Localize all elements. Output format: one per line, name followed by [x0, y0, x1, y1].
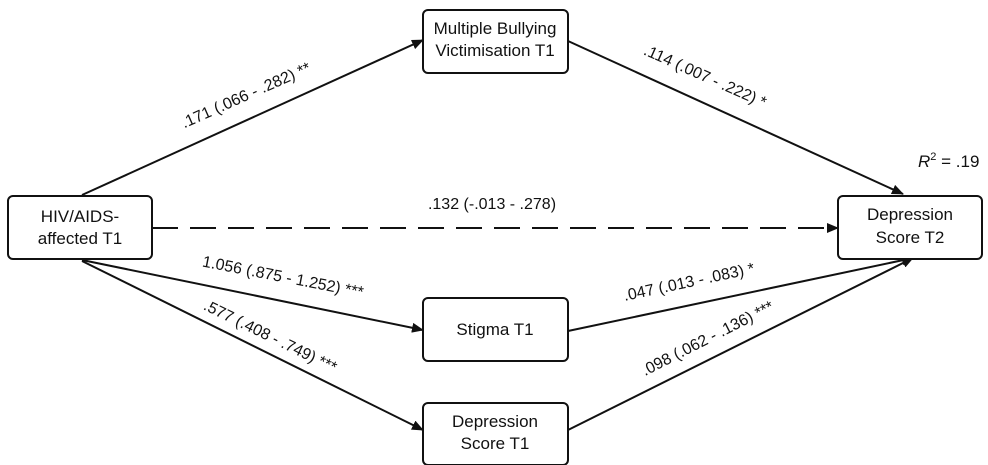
arrow-stigma-to-depression-t2: [567, 255, 914, 332]
edge-label-hiv-to-stigma: 1.056 (.875 - 1.252) ***: [201, 254, 365, 302]
arrow-hiv-to-bullying: [81, 39, 424, 196]
r-symbol: R: [918, 152, 930, 171]
node-depression-score-t2: Depression Score T2: [837, 195, 983, 260]
node-label-line: Victimisation T1: [435, 41, 554, 60]
node-label-line: Depression: [452, 412, 538, 431]
edge-label-bullying-to-depression-t2: .114 (.007 - .222) *: [641, 42, 769, 111]
arrow-hiv-to-depression-t1: [81, 260, 424, 431]
r-squared-value: = .19: [936, 152, 979, 171]
node-label-line: Stigma T1: [456, 320, 533, 339]
node-label-line: Score T1: [461, 434, 530, 453]
edge-label-hiv-to-depression-t2: .132 (-.013 - .278): [428, 196, 556, 213]
node-stigma-t1: Stigma T1: [422, 297, 569, 362]
node-label-line: Depression: [867, 205, 953, 224]
node-label-line: HIV/AIDS-: [41, 207, 119, 226]
node-label-line: Score T2: [876, 228, 945, 247]
arrow-bullying-to-depression-t2: [567, 40, 904, 195]
node-label-line: Multiple Bullying: [434, 19, 557, 38]
arrow-hiv-to-stigma: [81, 259, 424, 333]
r-squared-label: R2 = .19: [918, 151, 979, 171]
node-hiv-affected-t1: HIV/AIDS- affected T1: [7, 195, 153, 260]
arrow-depression-t1-to-depression-t2: [567, 257, 914, 431]
node-depression-score-t1: Depression Score T1: [422, 402, 569, 465]
edge-label-depression-t1-to-depression-t2: .098 (.062 - .136) ***: [639, 298, 777, 379]
node-label-line: affected T1: [38, 229, 122, 248]
node-multiple-bullying-victimisation-t1: Multiple Bullying Victimisation T1: [422, 9, 569, 74]
r-superscript: 2: [930, 151, 936, 163]
edge-label-stigma-to-depression-t2: .047 (.013 - .083) *: [622, 260, 756, 304]
